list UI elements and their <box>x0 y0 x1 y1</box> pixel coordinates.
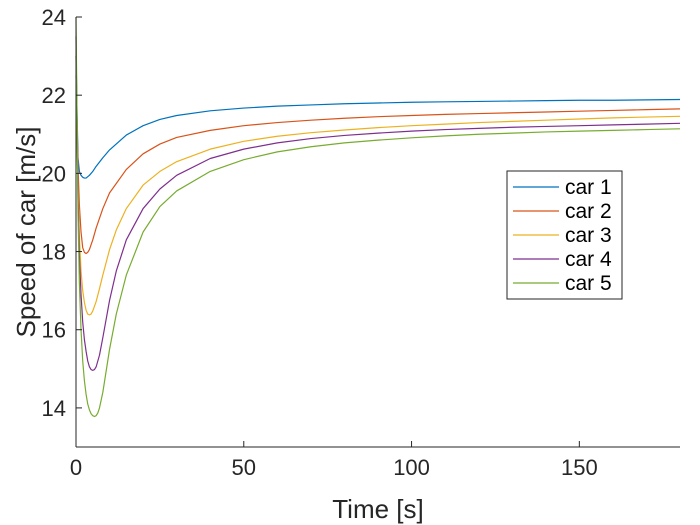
y-tick-label: 18 <box>42 240 66 265</box>
x-tick-label: 150 <box>561 455 598 480</box>
legend-label: car 4 <box>565 248 612 271</box>
x-tick-label: 100 <box>393 455 430 480</box>
series-line-car-5 <box>75 16 681 418</box>
y-tick-label: 24 <box>42 5 66 30</box>
legend-label: car 5 <box>565 272 612 295</box>
series-line-car-1 <box>75 56 681 179</box>
x-axis-title: Time [s] <box>332 494 423 524</box>
series-line-car-2 <box>75 75 681 255</box>
legend-label: car 2 <box>565 200 612 223</box>
x-tick-label: 50 <box>232 455 256 480</box>
y-tick-label: 16 <box>42 318 66 343</box>
legend-label: car 1 <box>565 176 612 199</box>
series-layer <box>75 16 681 418</box>
plot-area: 0 50 100 150 14 16 18 20 22 24 <box>42 5 681 480</box>
legend-label: car 3 <box>565 224 612 247</box>
y-axis-title: Speed of car [m/s] <box>11 127 41 338</box>
y-tick-label: 22 <box>42 83 66 108</box>
series-line-car-4 <box>75 36 681 371</box>
y-tick-label: 14 <box>42 396 66 421</box>
tick-layer: 0 50 100 150 14 16 18 20 22 24 <box>42 5 598 480</box>
x-tick-label: 0 <box>70 455 82 480</box>
y-tick-label: 20 <box>42 161 66 186</box>
series-line-car-3 <box>75 56 681 316</box>
